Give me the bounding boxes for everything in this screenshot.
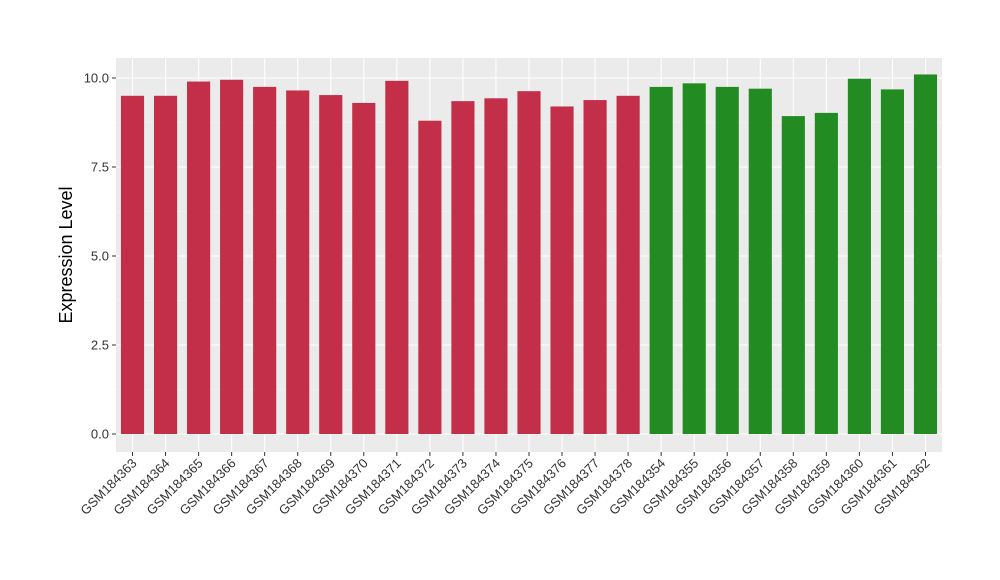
bar-GSM184362 — [913, 74, 938, 434]
bar-GSM184366 — [220, 79, 244, 434]
y-axis: 0.0 2.5 5.0 7.5 10.0 — [84, 71, 116, 442]
bar-GSM184370 — [352, 102, 376, 435]
bar-GSM184369 — [319, 95, 343, 434]
bar-GSM184354 — [649, 86, 673, 435]
bar-GSM184355 — [682, 83, 706, 434]
bar-GSM184359 — [814, 112, 838, 434]
bar-GSM184360 — [847, 78, 871, 434]
y-tick-label: 7.5 — [91, 160, 109, 175]
bar-GSM184378 — [616, 95, 640, 435]
bar-GSM184364 — [153, 95, 178, 435]
bar-GSM184372 — [418, 120, 442, 434]
bar-GSM184363 — [120, 95, 145, 435]
bar-GSM184356 — [715, 86, 739, 435]
bar-GSM184374 — [484, 98, 508, 435]
bar-GSM184368 — [286, 90, 310, 435]
bar-GSM184373 — [451, 101, 475, 434]
bar-GSM184357 — [748, 88, 772, 435]
y-tick-label: 2.5 — [91, 338, 109, 353]
bar-GSM184367 — [253, 86, 277, 435]
bar-GSM184375 — [517, 91, 541, 434]
bar-GSM184376 — [550, 106, 574, 434]
bar-GSM184365 — [187, 81, 211, 434]
bar-GSM184361 — [880, 89, 905, 434]
bars — [120, 74, 938, 435]
y-tick-label: 0.0 — [91, 427, 109, 442]
y-tick-label: 10.0 — [84, 71, 109, 86]
y-tick-label: 5.0 — [91, 249, 109, 264]
bar-GSM184358 — [781, 116, 805, 434]
bar-GSM184371 — [385, 80, 409, 435]
y-axis-title: Expression Level — [56, 186, 76, 323]
bar-GSM184377 — [583, 100, 607, 435]
x-axis: GSM184363GSM184364GSM184365GSM184366GSM1… — [77, 452, 933, 518]
